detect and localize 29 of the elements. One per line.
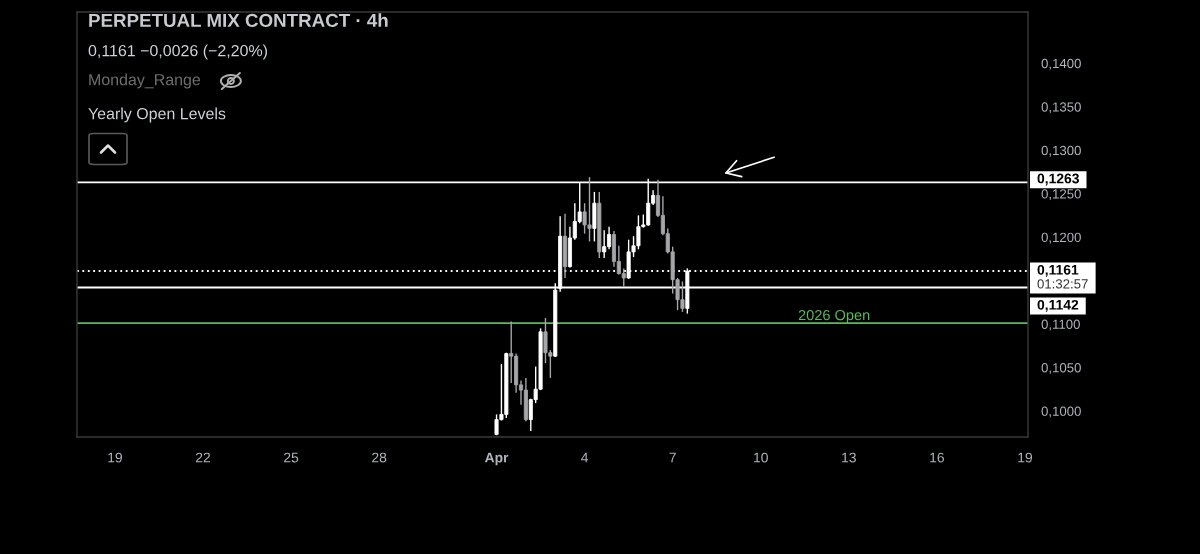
x-tick-label: 22 xyxy=(195,452,211,463)
x-tick-label: 19 xyxy=(108,452,122,463)
text: 0,1161 −0,0026 (−2,20%) xyxy=(88,44,267,60)
annotation: Monday_Range xyxy=(89,73,201,89)
y-tick-label: 0,1400 xyxy=(1041,58,1081,70)
y-tick-label: 0,1050 xyxy=(1041,363,1081,374)
x-tick-label: 19 xyxy=(1018,452,1033,463)
x-tick-label: Apr xyxy=(484,452,509,466)
annotation: Yearly Open Levels xyxy=(88,107,226,123)
y-tick-label: 0,1000 xyxy=(1041,406,1081,418)
chart-title: PERPETUAL MIX CONTRACT · 4h xyxy=(89,13,388,28)
x-tick-label: 7 xyxy=(669,452,676,463)
y-tick-label: 0,1100 xyxy=(1041,319,1080,331)
x-tick-label: 28 xyxy=(372,452,387,463)
y-tick-label: 0,1250 xyxy=(1041,189,1081,201)
y-tick-label: 0,1350 xyxy=(1041,102,1081,114)
ref-line-label: 0,1263 xyxy=(1037,173,1079,186)
y-tick-label: 0,1200 xyxy=(1041,232,1081,244)
ref-line-label: 0,1161 01:32:57 xyxy=(1037,264,1088,289)
annotation: 2026 Open xyxy=(798,309,870,324)
y-tick-label: 0,1300 xyxy=(1041,145,1081,157)
x-tick-label: 4 xyxy=(581,452,589,463)
legend-label: 0,1142 xyxy=(1037,299,1079,312)
x-tick-label: 10 xyxy=(754,452,768,463)
x-tick-label: 16 xyxy=(930,452,944,463)
candlestick xyxy=(602,229,607,259)
candlestick xyxy=(509,320,514,384)
x-tick-label: 25 xyxy=(284,452,299,463)
x-tick-label: 13 xyxy=(842,452,856,463)
